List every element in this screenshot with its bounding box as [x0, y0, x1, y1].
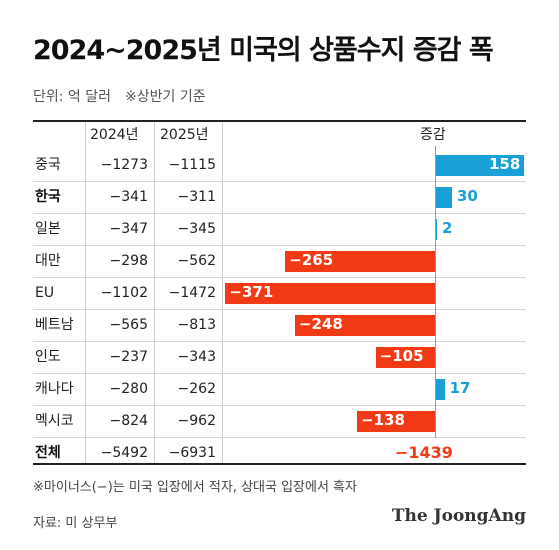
- change-label: −248: [298, 315, 343, 333]
- row-separator: [33, 341, 526, 342]
- value-2025: −6931: [168, 445, 216, 461]
- header-change: 증감: [420, 127, 446, 143]
- value-2025: −343: [177, 349, 216, 365]
- row-name: 전체: [35, 445, 61, 461]
- row-separator: [33, 437, 526, 438]
- zero-axis: [435, 146, 436, 438]
- value-2024: −565: [109, 317, 148, 333]
- value-2025: −262: [177, 381, 216, 397]
- change-label: 30: [456, 187, 478, 205]
- value-2024: −298: [109, 253, 148, 269]
- row-separator: [33, 309, 526, 310]
- row-name: 멕시코: [35, 413, 74, 429]
- footnote: ※마이너스(−)는 미국 입장에서 적자, 상대국 입장에서 흑자: [33, 480, 357, 495]
- positive-change-bar: [435, 219, 437, 240]
- change-label: −105: [379, 347, 424, 365]
- period-note: ※상반기 기준: [125, 89, 206, 105]
- header-2024: 2024년: [90, 127, 139, 143]
- unit-label: 단위: 억 달러: [33, 89, 112, 105]
- row-name: 중국: [35, 157, 61, 173]
- negative-change-bar: [375, 347, 435, 368]
- row-separator: [33, 213, 526, 214]
- negative-change-bar: [357, 411, 435, 432]
- row-name: 일본: [35, 221, 61, 237]
- value-2025: −345: [177, 221, 216, 237]
- header-2025: 2025년: [160, 127, 209, 143]
- value-2024: −341: [109, 189, 148, 205]
- row-separator: [33, 245, 526, 246]
- positive-change-bar: [435, 379, 445, 400]
- row-name: EU: [35, 285, 55, 301]
- negative-change-bar: [294, 315, 435, 336]
- row-separator: [33, 373, 526, 374]
- row-separator: [33, 181, 526, 182]
- column-divider: [85, 122, 86, 463]
- value-2024: −1102: [100, 285, 148, 301]
- value-2025: −962: [177, 413, 216, 429]
- negative-change-bar: [225, 283, 435, 304]
- positive-change-bar: [435, 187, 452, 208]
- change-label: −265: [289, 251, 334, 269]
- value-2025: −311: [177, 189, 216, 205]
- value-2025: −1115: [168, 157, 216, 173]
- row-name: 대만: [35, 253, 61, 269]
- change-label: 158: [488, 155, 521, 173]
- positive-change-bar: [435, 155, 525, 176]
- value-2024: −280: [109, 381, 148, 397]
- column-divider: [222, 122, 223, 463]
- value-2024: −237: [109, 349, 148, 365]
- unit-label-row: 단위: 억 달러 ※상반기 기준: [33, 86, 206, 106]
- row-name: 인도: [35, 349, 61, 365]
- negative-change-bar: [285, 251, 435, 272]
- change-label: −138: [361, 411, 405, 429]
- column-divider: [154, 122, 155, 463]
- value-2024: −347: [109, 221, 148, 237]
- value-2025: −1472: [168, 285, 216, 301]
- source-label: 자료: 미 상무부: [33, 516, 118, 531]
- value-2024: −824: [109, 413, 148, 429]
- value-2025: −562: [177, 253, 216, 269]
- row-name: 한국: [35, 189, 61, 205]
- table-top-rule: [33, 120, 526, 122]
- total-change-label: −1439: [395, 443, 453, 462]
- row-separator: [33, 405, 526, 406]
- table-bottom-rule: [33, 463, 526, 465]
- change-label: −371: [229, 283, 274, 301]
- row-separator: [33, 277, 526, 278]
- change-label: 2: [442, 219, 453, 237]
- value-2024: −1273: [100, 157, 148, 173]
- page-title: 2024~2025년 미국의 상품수지 증감 폭: [33, 35, 494, 66]
- publisher-logo: The JoongAng: [391, 506, 526, 526]
- value-2024: −5492: [100, 445, 148, 461]
- change-label: 17: [449, 379, 471, 397]
- value-2025: −813: [177, 317, 216, 333]
- row-name: 캐나다: [35, 381, 74, 397]
- row-name: 베트남: [35, 317, 74, 333]
